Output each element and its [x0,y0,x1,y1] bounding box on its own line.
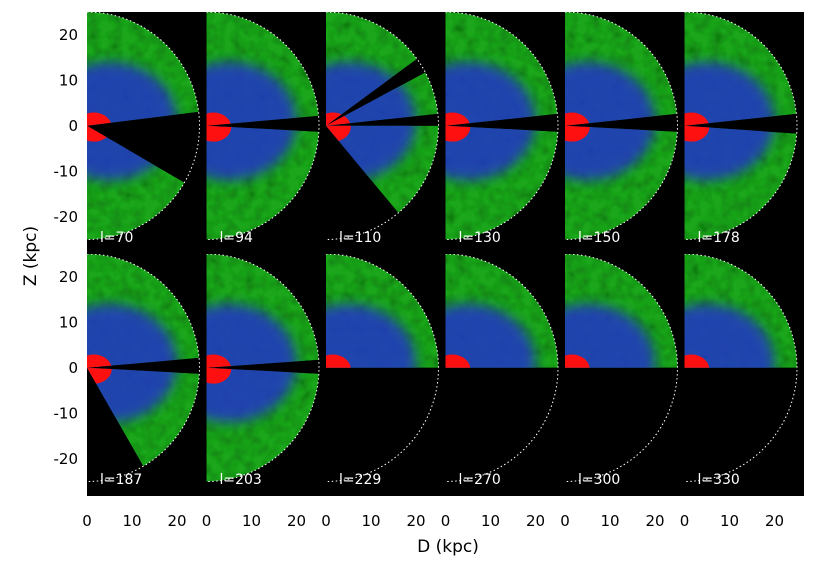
axes: 20 10 0 -10 -20 20 10 0 -10 -20 0 10 20 0 10 20 0 10 20 0 10… [54,26,785,530]
red-core [445,354,471,368]
panel-label: l=300 [578,472,620,488]
panel: l=178 [684,12,804,254]
y-tick-label: 0 [68,117,78,135]
panel-label: l=94 [220,230,254,246]
y-tick-label: 10 [59,71,78,89]
reference-circle [445,254,559,482]
reference-circle [565,254,678,482]
y-tick-label: 10 [59,313,78,331]
panel-label: l=178 [698,230,740,246]
x-tick-label: 10 [720,512,739,530]
red-core [684,112,710,142]
red-core [87,354,112,384]
panel: l=70 [87,12,207,254]
panel-label: l=187 [100,472,142,488]
y-tick-label: -10 [54,162,79,180]
y-tick-label: -20 [54,208,79,226]
x-tick-label: 0 [321,512,331,530]
x-axis-title: D (kpc) [417,537,479,557]
y-axis-title: Z (kpc) [21,226,41,286]
panel-label: l=270 [459,472,501,488]
red-core [445,112,471,142]
panel-grid: l=70 l=94 l=110 l=130 l=150 l=178 l=187 l=203 l=… [87,12,804,496]
x-tick-label: 20 [167,512,186,530]
reference-circle [206,254,320,482]
panel: l=130 [445,12,565,254]
panel: l=187 [87,254,207,496]
panel: l=270 [445,254,565,496]
y-tick-label: -10 [54,404,79,422]
x-tick-label: 10 [361,512,380,530]
panel-label: l=70 [100,230,133,246]
reference-circle [326,254,439,482]
red-core [565,354,590,368]
reference-circle [684,254,798,482]
x-tick-label: 10 [242,512,261,530]
panel-label: l=203 [220,472,262,488]
reference-circle [206,12,320,240]
x-tick-label: 0 [680,512,690,530]
x-tick-label: 10 [600,512,619,530]
panel: l=150 [565,12,685,254]
red-core [684,354,710,368]
reference-circle [445,12,559,240]
red-core [326,112,351,142]
x-tick-label: 20 [406,512,425,530]
panel-label: l=110 [339,230,381,246]
panel-label: l=150 [578,230,620,246]
y-tick-label: 0 [68,359,78,377]
reference-circle [684,12,798,240]
panel-label: l=130 [459,230,501,246]
panel: l=203 [206,254,326,496]
x-tick-label: 0 [202,512,212,530]
x-tick-label: 0 [441,512,451,530]
x-tick-label: 10 [481,512,500,530]
y-tick-label: 20 [59,26,78,44]
x-tick-label: 0 [560,512,570,530]
y-tick-label: 20 [59,268,78,286]
red-core [565,112,590,142]
red-core [206,354,232,384]
reference-circle [326,12,439,240]
panel-label: l=229 [339,472,381,488]
x-tick-label: 20 [765,512,784,530]
panel: l=229 [326,254,446,496]
panel: l=300 [565,254,685,496]
x-tick-label: 20 [287,512,306,530]
red-core [326,354,351,368]
reference-circle [87,254,200,482]
x-tick-label: 20 [526,512,545,530]
reference-circle [565,12,678,240]
x-tick-label: 0 [82,512,92,530]
panel-label: l=330 [698,472,740,488]
reference-circle [87,12,200,240]
panel: l=110 [326,12,446,254]
x-tick-label: 10 [122,512,141,530]
panel: l=330 [684,254,804,496]
x-tick-label: 20 [645,512,664,530]
red-core [206,112,232,142]
y-tick-label: -20 [54,450,79,468]
panel: l=94 [206,12,326,254]
